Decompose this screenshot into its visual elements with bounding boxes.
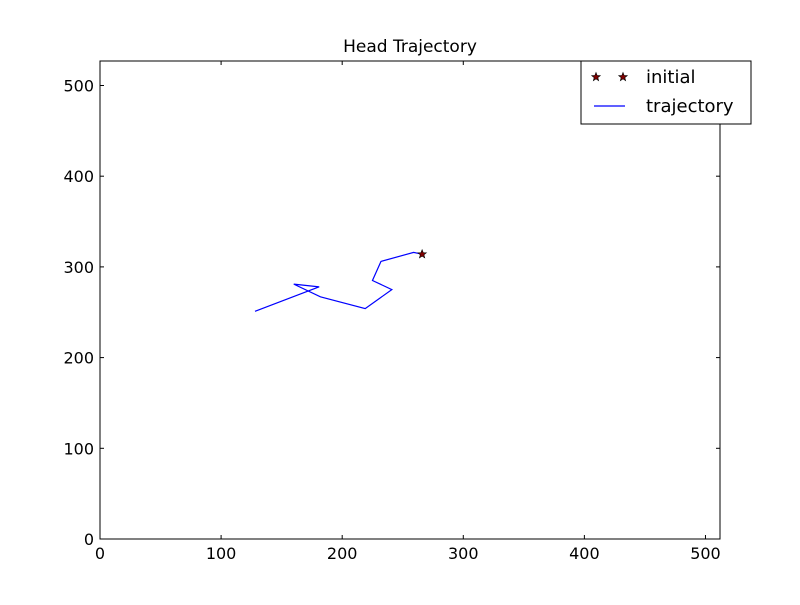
- legend: initial trajectory: [580, 60, 752, 125]
- legend-marker-initial-2: [617, 71, 629, 82]
- series-line-trajectory: [254, 251, 423, 312]
- y-tick-label: 400: [63, 167, 94, 186]
- initial-point-marker: [417, 248, 428, 259]
- x-tick-label: 200: [327, 544, 358, 563]
- x-tick-label: 500: [690, 544, 721, 563]
- x-tick-label: 400: [569, 544, 600, 563]
- x-tick-label: 100: [206, 544, 237, 563]
- y-tick-label: 300: [63, 258, 94, 277]
- chart-title: Head Trajectory: [343, 37, 477, 57]
- plot-frame: [99, 60, 721, 540]
- y-tick-label: 200: [63, 349, 94, 368]
- x-tick-label: 0: [95, 544, 105, 563]
- y-tick-label: 500: [63, 76, 94, 95]
- y-tick-label: 100: [63, 439, 94, 458]
- legend-box: [580, 60, 752, 125]
- x-tick-label: 300: [448, 544, 479, 563]
- legend-label-initial: initial: [646, 67, 696, 88]
- plot-area: 0 100 200 300 400 500 0 100 200 300 400 500: [63, 60, 721, 563]
- y-tick-label: 0: [84, 530, 94, 549]
- legend-label-trajectory: trajectory: [646, 96, 734, 117]
- legend-marker-initial: [590, 71, 602, 82]
